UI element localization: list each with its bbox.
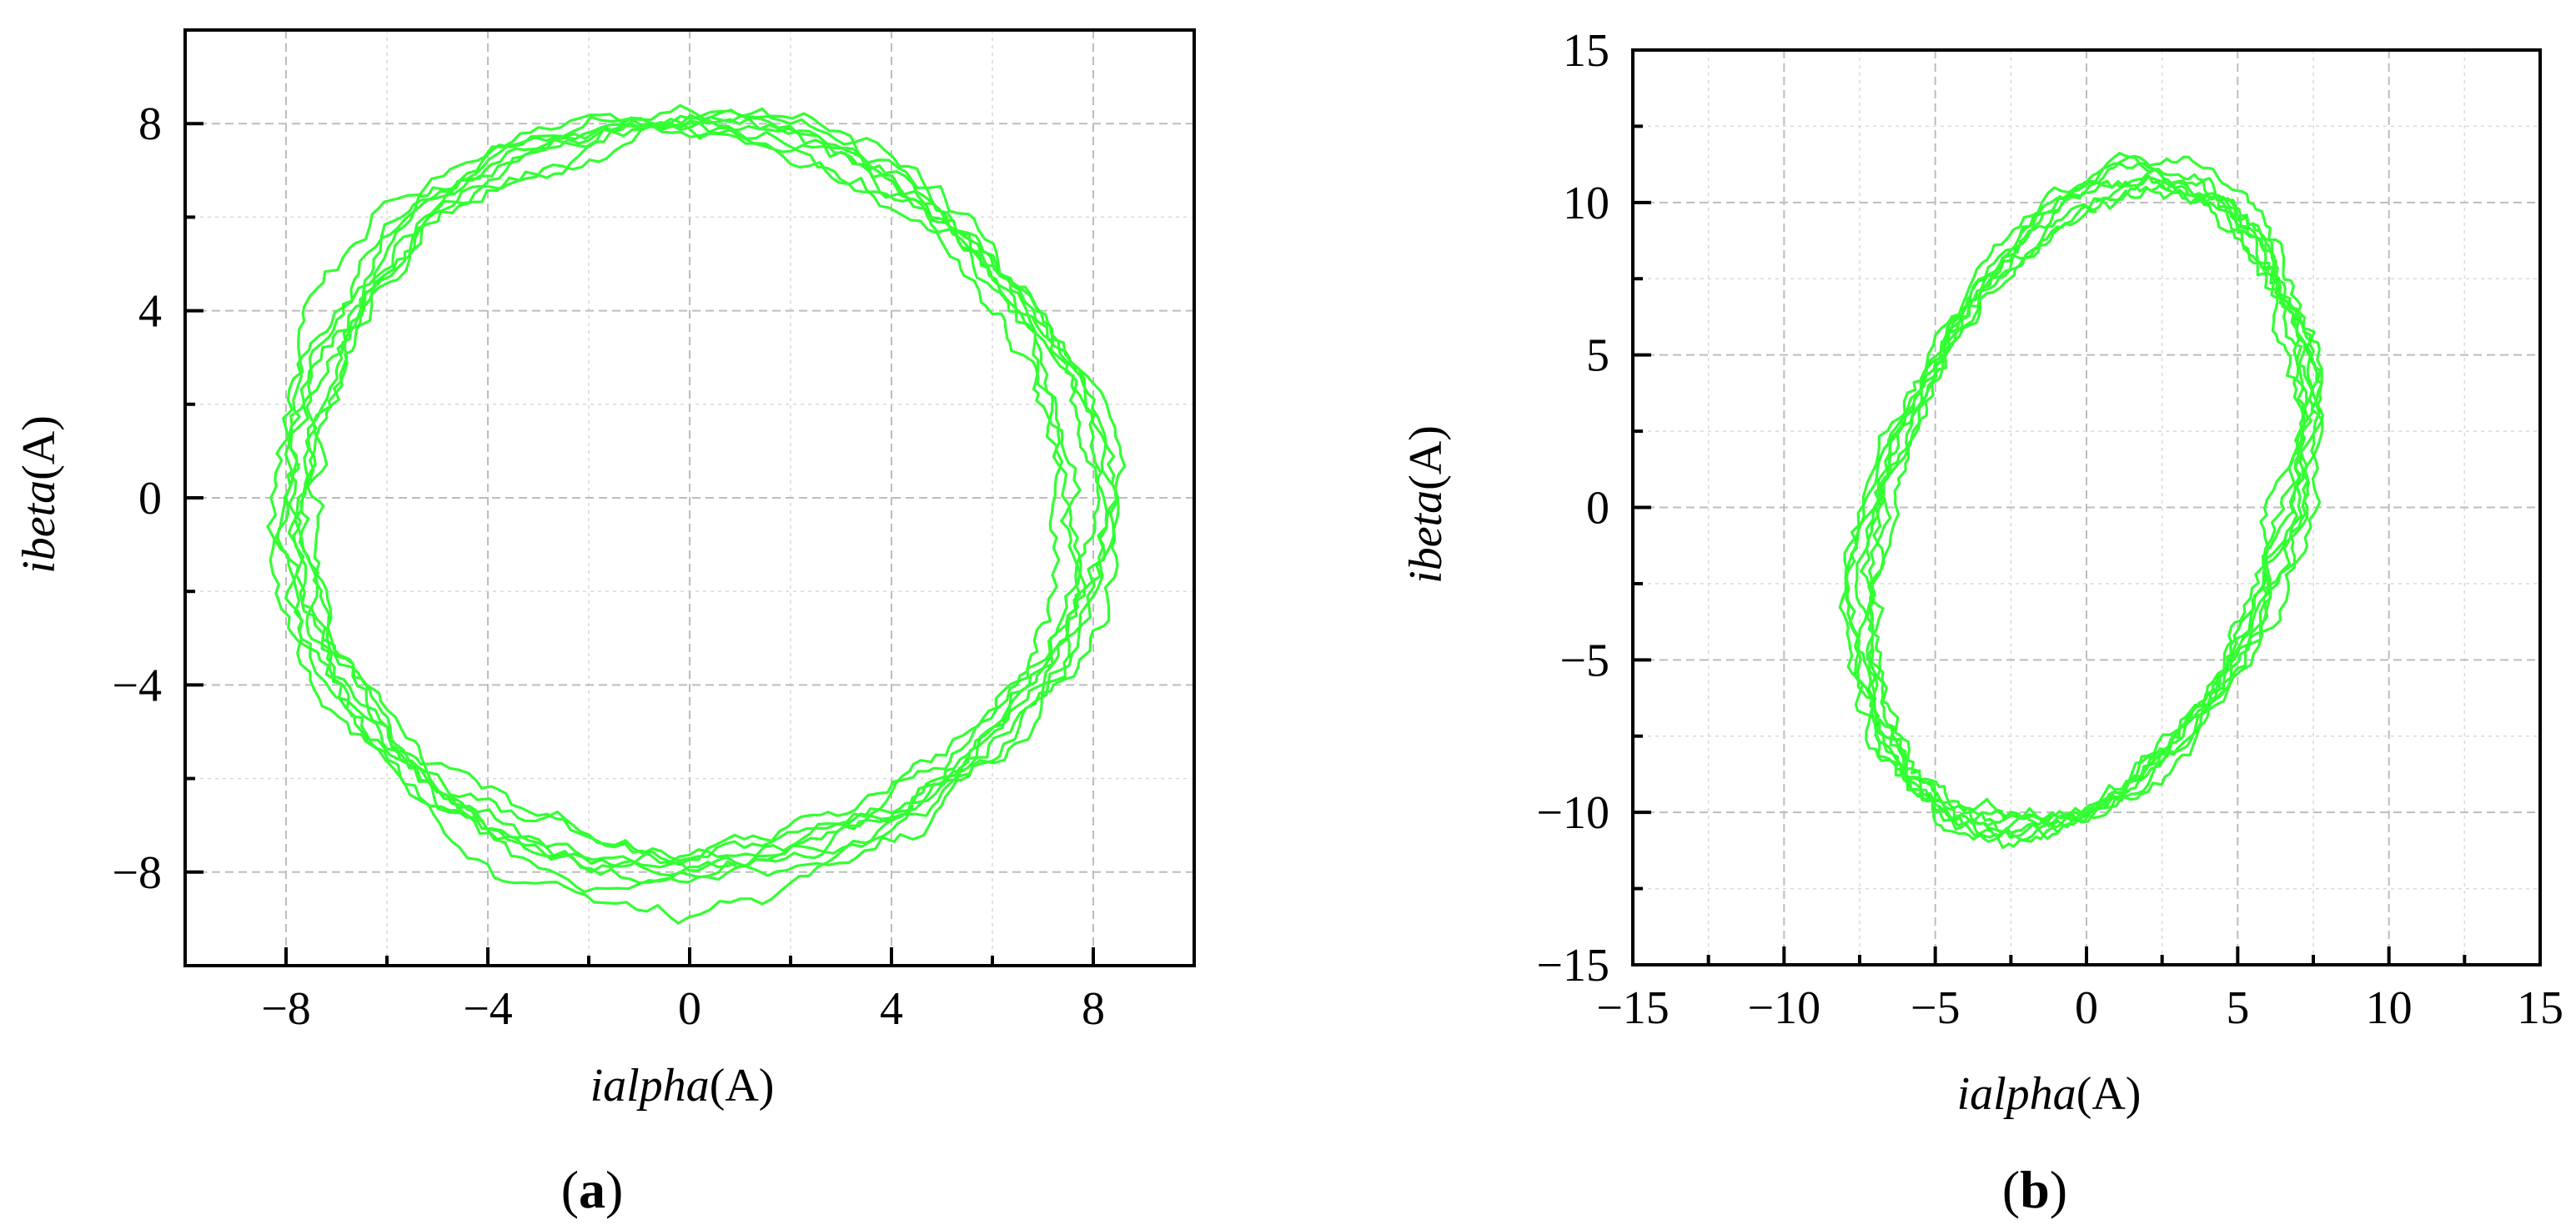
y-tick-label: −8 (112, 847, 162, 899)
x-tick-label: 8 (1082, 983, 1105, 1035)
y-tick-label: 15 (1563, 25, 1609, 77)
x-tick-label: 0 (678, 983, 701, 1035)
panel-a: −8 −4 0 4 8 −8 −4 0 4 8 ialpha(A) ibeta(A) (a) (13, 28, 1196, 1219)
series-line-trajectory (266, 103, 1127, 925)
panel-label-a: (a) (561, 1160, 624, 1219)
y-tick-label: 8 (138, 98, 162, 150)
y-tick-label: 0 (1586, 483, 1609, 535)
x-tick-label: 15 (2517, 982, 2563, 1034)
x-tick-label: 4 (880, 983, 903, 1035)
x-tick-label: 0 (2075, 982, 2098, 1034)
panel-label-b: (b) (2002, 1160, 2067, 1219)
x-tick-label: −15 (1596, 982, 1670, 1034)
x-axis-label-b: ialpha(A) (1957, 1068, 2142, 1120)
y-tick-label: −15 (1536, 940, 1609, 992)
x-tick-label: −10 (1748, 982, 1821, 1034)
y-axis-label-b: ibeta(A) (1400, 425, 1452, 584)
x-tick-label: −4 (463, 983, 513, 1035)
grid-b (1633, 50, 2540, 965)
panel-b: −15 −10 −5 0 5 10 15 −15 −10 −5 0 5 10 15 ialpha(A) i… (1400, 25, 2563, 1219)
x-tick-label: −8 (261, 983, 311, 1035)
y-tick-label: 10 (1563, 178, 1609, 229)
series-line-trajectory (1838, 152, 2324, 850)
plot-area-b (1838, 152, 2324, 850)
y-tick-label: −5 (1559, 635, 1609, 686)
y-tick-label: −4 (112, 660, 162, 711)
x-axis-label-a: ialpha(A) (590, 1060, 775, 1112)
grid-a (185, 30, 1194, 966)
ticks-a: −8 −4 0 4 8 −8 −4 0 4 8 (112, 28, 1196, 1035)
y-axis-label-a: ibeta(A) (13, 415, 65, 574)
x-tick-label: −5 (1911, 982, 1961, 1034)
y-tick-label: −10 (1536, 787, 1609, 839)
y-tick-label: 0 (138, 473, 162, 525)
x-tick-label: 5 (2226, 982, 2249, 1034)
y-tick-label: 4 (138, 286, 162, 338)
ticks-b: −15 −10 −5 0 5 10 15 −15 −10 −5 0 5 10 15 (1536, 25, 2563, 1034)
plot-area-a (266, 103, 1127, 925)
x-tick-label: 10 (2366, 982, 2413, 1034)
y-tick-label: 5 (1586, 330, 1609, 382)
